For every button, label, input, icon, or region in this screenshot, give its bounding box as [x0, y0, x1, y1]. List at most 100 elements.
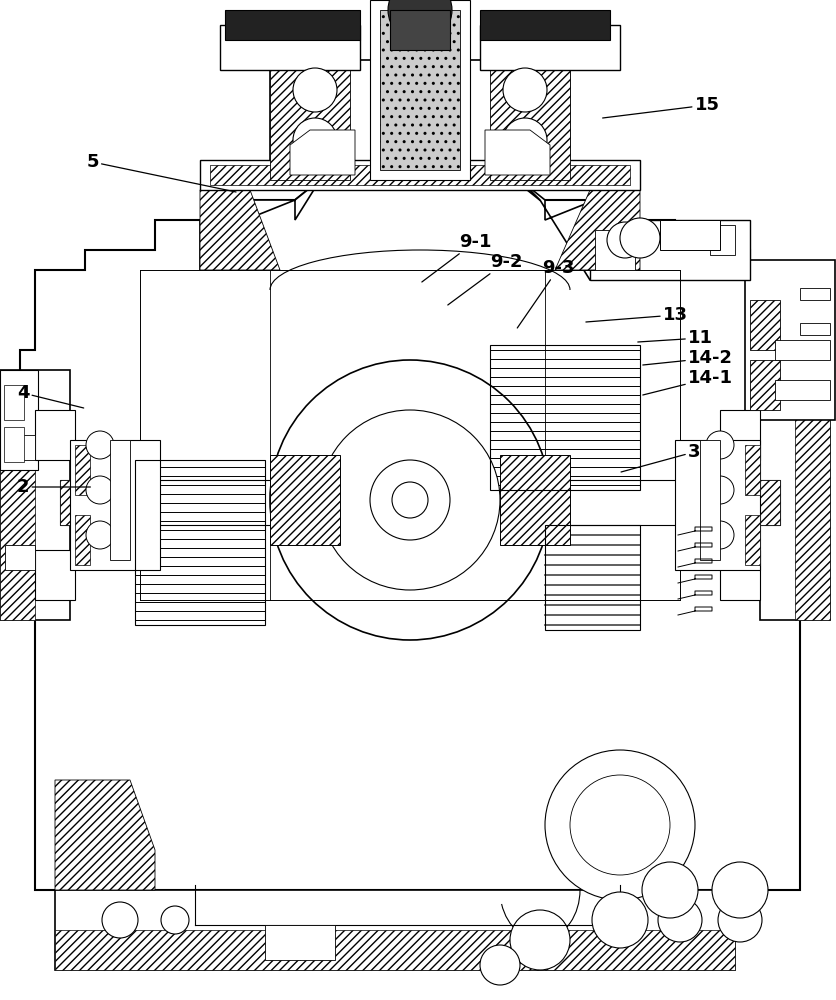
Circle shape — [479, 945, 519, 985]
Bar — [0, 370, 38, 470]
Circle shape — [591, 892, 647, 948]
Circle shape — [641, 862, 697, 918]
Polygon shape — [55, 780, 155, 890]
Polygon shape — [554, 190, 640, 270]
Bar — [70, 440, 160, 570]
Circle shape — [293, 118, 337, 162]
Circle shape — [705, 476, 733, 504]
Bar — [60, 480, 140, 525]
Text: 2: 2 — [17, 478, 90, 496]
Circle shape — [606, 222, 642, 258]
Bar — [689, 480, 779, 525]
Circle shape — [86, 431, 114, 459]
Bar — [719, 410, 759, 460]
Polygon shape — [200, 190, 280, 270]
Bar — [749, 300, 779, 350]
Bar — [220, 25, 359, 70]
Bar — [55, 890, 734, 970]
Bar — [499, 455, 569, 545]
Bar — [479, 10, 609, 40]
Bar — [799, 323, 829, 335]
Bar — [75, 515, 90, 565]
Circle shape — [657, 898, 701, 942]
Bar — [135, 460, 265, 625]
Circle shape — [502, 68, 547, 112]
Circle shape — [502, 118, 547, 162]
Text: 11: 11 — [637, 329, 712, 347]
Circle shape — [711, 862, 767, 918]
Bar — [674, 440, 759, 570]
Bar — [744, 515, 759, 565]
Bar — [270, 60, 349, 180]
Circle shape — [293, 68, 337, 112]
Circle shape — [319, 410, 499, 590]
Bar — [0, 370, 70, 620]
Circle shape — [388, 0, 451, 42]
Circle shape — [544, 750, 694, 900]
Polygon shape — [484, 130, 549, 175]
Circle shape — [161, 906, 189, 934]
Bar — [60, 480, 779, 525]
Bar — [479, 25, 619, 70]
Circle shape — [569, 775, 669, 875]
Bar — [225, 10, 359, 40]
Bar — [270, 455, 339, 545]
Bar — [774, 380, 829, 400]
Bar — [110, 440, 130, 560]
Circle shape — [102, 902, 138, 938]
Bar — [265, 925, 334, 960]
Bar — [5, 545, 35, 570]
Bar — [55, 930, 734, 970]
Bar — [544, 525, 640, 630]
Bar — [744, 260, 834, 420]
Polygon shape — [20, 180, 816, 890]
Bar — [794, 370, 829, 620]
Bar — [709, 225, 734, 255]
Text: 14-2: 14-2 — [642, 349, 732, 367]
Bar — [719, 550, 759, 600]
Circle shape — [391, 482, 427, 518]
Text: 9-3: 9-3 — [517, 259, 574, 328]
Circle shape — [705, 431, 733, 459]
Bar — [270, 60, 569, 180]
Bar — [390, 10, 450, 50]
Circle shape — [619, 218, 660, 258]
Bar — [799, 288, 829, 300]
Text: 3: 3 — [620, 443, 700, 472]
Bar — [4, 385, 24, 420]
Bar — [749, 360, 779, 410]
Text: 15: 15 — [602, 96, 719, 118]
Polygon shape — [289, 130, 354, 175]
Circle shape — [705, 521, 733, 549]
Bar — [589, 220, 749, 280]
Bar — [489, 345, 640, 490]
Circle shape — [370, 460, 450, 540]
Text: 4: 4 — [17, 384, 84, 408]
Bar — [774, 340, 829, 360]
Bar — [660, 220, 719, 250]
Bar — [200, 160, 640, 190]
Text: 9-1: 9-1 — [421, 233, 491, 282]
Bar — [594, 230, 635, 270]
Bar — [489, 60, 569, 180]
Circle shape — [86, 521, 114, 549]
Text: 13: 13 — [585, 306, 687, 324]
Bar — [4, 427, 24, 462]
Circle shape — [270, 360, 549, 640]
Circle shape — [717, 898, 761, 942]
Bar — [35, 410, 75, 460]
Circle shape — [86, 476, 114, 504]
Polygon shape — [200, 180, 640, 280]
Bar — [75, 445, 90, 495]
Bar — [759, 370, 829, 620]
Bar — [5, 435, 35, 460]
Bar — [35, 550, 75, 600]
Bar — [380, 10, 460, 170]
Text: 9-2: 9-2 — [447, 253, 522, 305]
Bar — [210, 165, 630, 185]
Text: 14-1: 14-1 — [642, 369, 732, 395]
Bar — [370, 0, 470, 180]
Bar — [699, 440, 719, 560]
Circle shape — [509, 910, 569, 970]
Bar — [744, 445, 759, 495]
